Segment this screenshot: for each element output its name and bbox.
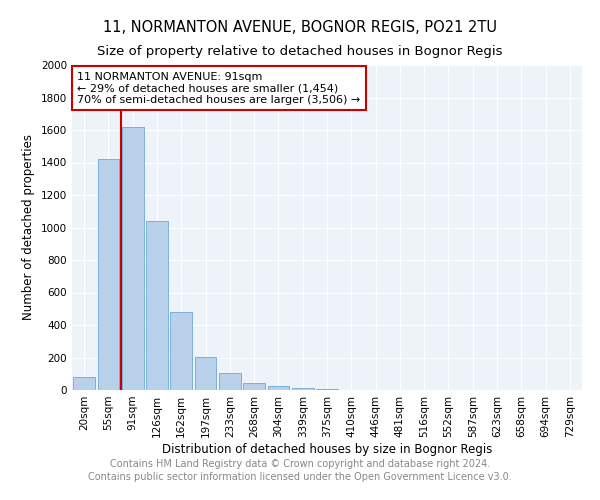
Text: 11, NORMANTON AVENUE, BOGNOR REGIS, PO21 2TU: 11, NORMANTON AVENUE, BOGNOR REGIS, PO21… — [103, 20, 497, 35]
Bar — [73, 377, 95, 390]
Bar — [268, 386, 289, 390]
Text: 11 NORMANTON AVENUE: 91sqm
← 29% of detached houses are smaller (1,454)
70% of s: 11 NORMANTON AVENUE: 91sqm ← 29% of deta… — [77, 72, 361, 104]
Bar — [170, 312, 192, 390]
Bar — [292, 388, 314, 390]
Bar — [243, 383, 265, 390]
Bar — [316, 388, 338, 390]
X-axis label: Distribution of detached houses by size in Bognor Regis: Distribution of detached houses by size … — [162, 442, 492, 456]
Bar — [219, 372, 241, 390]
Bar — [122, 126, 143, 390]
Bar — [146, 221, 168, 390]
Bar — [194, 356, 217, 390]
Y-axis label: Number of detached properties: Number of detached properties — [22, 134, 35, 320]
Text: Contains HM Land Registry data © Crown copyright and database right 2024.
Contai: Contains HM Land Registry data © Crown c… — [88, 460, 512, 482]
Bar — [97, 159, 119, 390]
Text: Size of property relative to detached houses in Bognor Regis: Size of property relative to detached ho… — [97, 45, 503, 58]
